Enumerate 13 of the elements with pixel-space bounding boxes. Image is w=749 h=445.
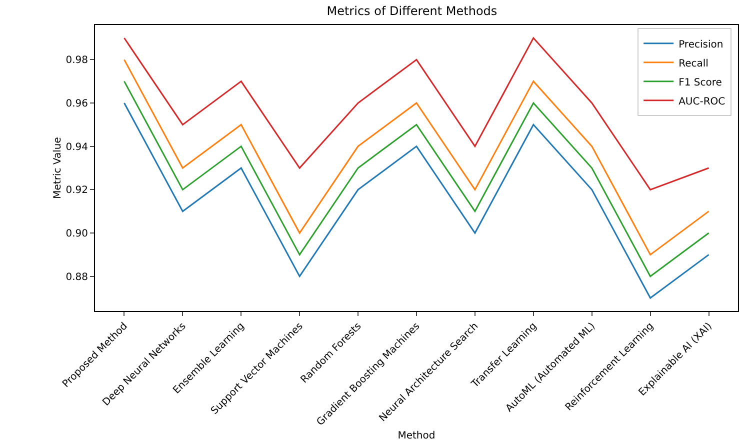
y-tick-label: 0.90 bbox=[66, 228, 88, 240]
y-tick-label: 0.94 bbox=[66, 142, 88, 153]
y-tick-label: 0.96 bbox=[66, 98, 88, 110]
y-tick-label: 0.92 bbox=[66, 185, 88, 196]
y-axis-title: Metric Value bbox=[52, 137, 64, 199]
y-tick-label: 0.88 bbox=[66, 272, 88, 283]
chart-title: Metrics of Different Methods bbox=[326, 4, 498, 18]
legend-label: Recall bbox=[678, 58, 708, 70]
legend-label: F1 Score bbox=[678, 77, 722, 88]
y-tick-label: 0.98 bbox=[66, 55, 88, 66]
legend-label: AUC-ROC bbox=[678, 96, 726, 108]
legend-label: Precision bbox=[678, 39, 724, 50]
x-axis-title: Method bbox=[398, 430, 436, 442]
